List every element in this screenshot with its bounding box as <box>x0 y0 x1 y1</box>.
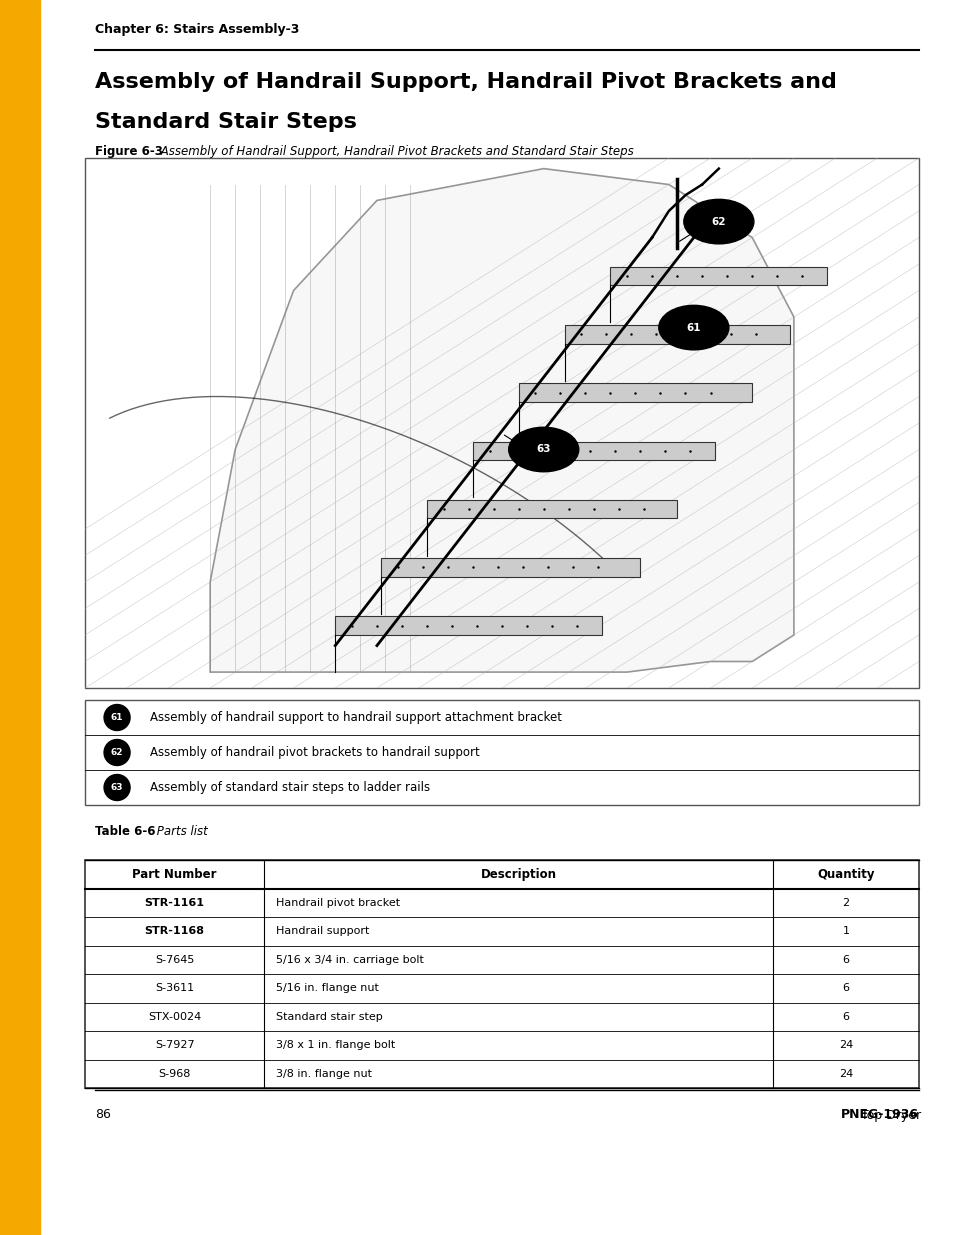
Text: 5/16 in. flange nut: 5/16 in. flange nut <box>276 983 379 993</box>
Text: 62: 62 <box>711 216 725 226</box>
Bar <box>427 500 677 519</box>
Text: S-3611: S-3611 <box>155 983 194 993</box>
Text: Parts list: Parts list <box>152 825 208 839</box>
Text: Quantity: Quantity <box>817 868 874 881</box>
Text: Standard stair step: Standard stair step <box>276 1011 383 1021</box>
Text: 24: 24 <box>838 1040 852 1050</box>
Text: 5/16 x 3/4 in. carriage bolt: 5/16 x 3/4 in. carriage bolt <box>276 955 424 965</box>
Text: Standard Stair Steps: Standard Stair Steps <box>95 112 356 132</box>
Circle shape <box>508 427 578 472</box>
Text: Handrail support: Handrail support <box>276 926 370 936</box>
Text: 3/8 in. flange nut: 3/8 in. flange nut <box>276 1068 372 1078</box>
Text: 1: 1 <box>841 926 848 936</box>
Text: Chapter 6: Stairs Assembly-3: Chapter 6: Stairs Assembly-3 <box>95 23 299 37</box>
Bar <box>85 158 918 688</box>
Text: Assembly of Handrail Support, Handrail Pivot Brackets and Standard Stair Steps: Assembly of Handrail Support, Handrail P… <box>157 144 633 158</box>
Text: Assembly of Handrail Support, Handrail Pivot Brackets and: Assembly of Handrail Support, Handrail P… <box>95 72 836 91</box>
Circle shape <box>659 305 728 350</box>
Text: Top Dryer: Top Dryer <box>856 1109 921 1121</box>
Text: PNEG-1936: PNEG-1936 <box>841 1109 918 1121</box>
Text: 6: 6 <box>841 955 848 965</box>
Bar <box>473 442 714 461</box>
Text: STR-1161: STR-1161 <box>145 898 205 908</box>
Text: Handrail pivot bracket: Handrail pivot bracket <box>276 898 400 908</box>
Text: Description: Description <box>480 868 557 881</box>
Text: Table 6-6: Table 6-6 <box>95 825 155 839</box>
Text: S-968: S-968 <box>158 1068 191 1078</box>
Text: Assembly of handrail pivot brackets to handrail support: Assembly of handrail pivot brackets to h… <box>150 746 479 760</box>
Text: 3/8 x 1 in. flange bolt: 3/8 x 1 in. flange bolt <box>276 1040 395 1050</box>
Text: S-7927: S-7927 <box>154 1040 194 1050</box>
Text: 61: 61 <box>686 322 700 332</box>
Text: S-7645: S-7645 <box>155 955 194 965</box>
Circle shape <box>104 704 130 730</box>
Bar <box>564 325 789 343</box>
Text: Assembly of standard stair steps to ladder rails: Assembly of standard stair steps to ladd… <box>150 781 430 794</box>
Circle shape <box>104 774 130 800</box>
Bar <box>518 383 751 401</box>
Bar <box>335 616 601 635</box>
Text: 6: 6 <box>841 1011 848 1021</box>
Bar <box>85 700 918 805</box>
Text: 63: 63 <box>536 445 551 454</box>
Text: Figure 6-3: Figure 6-3 <box>95 144 163 158</box>
Text: 86: 86 <box>95 1109 111 1121</box>
Bar <box>0 0 40 1235</box>
Text: 63: 63 <box>111 783 123 792</box>
Text: 6: 6 <box>841 983 848 993</box>
Text: Part Number: Part Number <box>132 868 216 881</box>
Text: STX-0024: STX-0024 <box>148 1011 201 1021</box>
Text: 61: 61 <box>111 713 123 722</box>
Text: 2: 2 <box>841 898 849 908</box>
Circle shape <box>683 199 753 243</box>
Circle shape <box>104 740 130 766</box>
Bar <box>610 267 826 285</box>
Text: STR-1168: STR-1168 <box>145 926 205 936</box>
Polygon shape <box>210 169 793 672</box>
Bar <box>380 558 639 577</box>
Text: 62: 62 <box>111 748 123 757</box>
Text: 24: 24 <box>838 1068 852 1078</box>
Text: Assembly of handrail support to handrail support attachment bracket: Assembly of handrail support to handrail… <box>150 711 561 724</box>
Bar <box>85 860 918 1088</box>
